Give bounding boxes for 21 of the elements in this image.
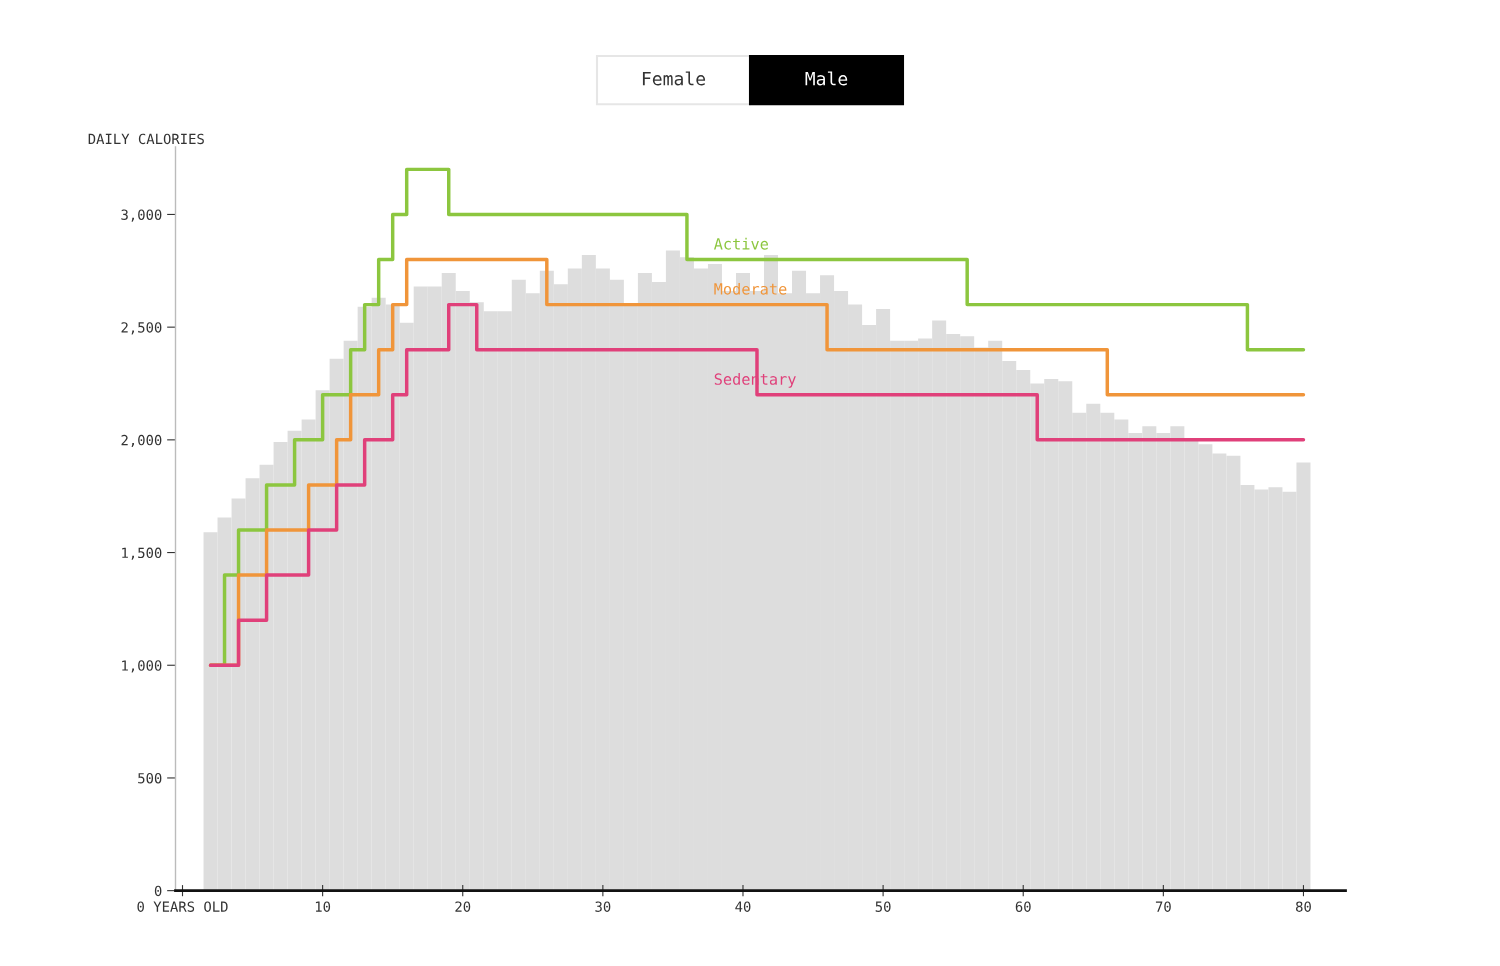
y-tick-label: 3,000 [121, 209, 162, 222]
y-tick-label: 500 [138, 772, 162, 784]
text: Female [642, 71, 706, 86]
x-tick-label: 40 [735, 901, 751, 912]
y-tick-label: 2,000 [121, 434, 162, 448]
x-tick-label: 10 [315, 901, 331, 912]
y-tick-label: 1,500 [122, 547, 162, 560]
x-tick-label: 80 [1295, 901, 1311, 912]
y-tick-label: 1,000 [122, 660, 162, 673]
x-tick-label: 0 YEARS OLD [137, 901, 228, 912]
x-tick-label: 70 [1155, 901, 1171, 912]
x-tick-label: 50 [875, 901, 891, 912]
y-tick-label: 0 [154, 885, 162, 897]
x-tick-label: 60 [1015, 901, 1031, 912]
series-label: Moderate [714, 282, 787, 295]
y-axis-title: DAILY CALORIES [88, 133, 204, 145]
x-tick-label: 30 [595, 901, 611, 912]
text: Male [805, 71, 848, 86]
series-label: Active [713, 237, 768, 250]
y-tick-label: 2,500 [121, 322, 162, 335]
x-tick-label: 20 [455, 901, 471, 912]
